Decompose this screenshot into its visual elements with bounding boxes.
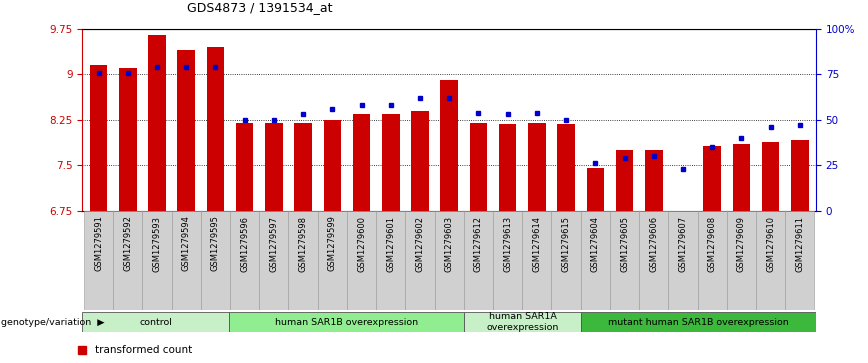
Bar: [493, 211, 523, 310]
Text: GSM1279607: GSM1279607: [679, 216, 687, 272]
Text: GSM1279592: GSM1279592: [123, 216, 132, 272]
Bar: [288, 211, 318, 310]
Text: GSM1279599: GSM1279599: [328, 216, 337, 272]
Text: human SAR1B overexpression: human SAR1B overexpression: [275, 318, 418, 327]
Bar: [207, 47, 224, 211]
Text: GSM1279608: GSM1279608: [707, 216, 717, 272]
Bar: [440, 81, 458, 211]
Bar: [142, 211, 172, 310]
Bar: [727, 211, 756, 310]
Text: GSM1279610: GSM1279610: [766, 216, 775, 272]
Text: GSM1279601: GSM1279601: [386, 216, 395, 272]
Text: GSM1279594: GSM1279594: [181, 216, 191, 272]
Text: GSM1279604: GSM1279604: [591, 216, 600, 272]
Text: GSM1279614: GSM1279614: [532, 216, 542, 272]
Text: GSM1279606: GSM1279606: [649, 216, 658, 272]
Bar: [405, 211, 435, 310]
Text: genotype/variation  ▶: genotype/variation ▶: [1, 318, 104, 327]
Bar: [703, 146, 721, 211]
Bar: [435, 211, 464, 310]
Text: GSM1279613: GSM1279613: [503, 216, 512, 272]
Text: GSM1279603: GSM1279603: [444, 216, 454, 272]
Text: GSM1279612: GSM1279612: [474, 216, 483, 272]
Bar: [668, 211, 698, 310]
Text: mutant human SAR1B overexpression: mutant human SAR1B overexpression: [608, 318, 789, 327]
Text: GSM1279615: GSM1279615: [562, 216, 570, 272]
Text: GSM1279595: GSM1279595: [211, 216, 220, 272]
Bar: [260, 211, 288, 310]
Bar: [581, 211, 610, 310]
Bar: [382, 114, 399, 211]
Bar: [464, 312, 582, 332]
Text: GSM1279605: GSM1279605: [620, 216, 629, 272]
Bar: [352, 114, 371, 211]
Bar: [610, 211, 639, 310]
Bar: [464, 211, 493, 310]
Bar: [113, 211, 142, 310]
Text: GSM1279611: GSM1279611: [795, 216, 805, 272]
Text: GDS4873 / 1391534_at: GDS4873 / 1391534_at: [187, 1, 332, 15]
Bar: [230, 211, 260, 310]
Text: transformed count: transformed count: [95, 345, 193, 355]
Bar: [177, 50, 195, 211]
Bar: [229, 312, 464, 332]
Text: GSM1279602: GSM1279602: [416, 216, 424, 272]
Bar: [265, 123, 283, 211]
Bar: [470, 123, 487, 211]
Bar: [236, 123, 253, 211]
Text: GSM1279591: GSM1279591: [94, 216, 103, 272]
Bar: [645, 150, 662, 211]
Bar: [523, 211, 551, 310]
Bar: [587, 168, 604, 211]
Text: GSM1279609: GSM1279609: [737, 216, 746, 272]
Text: GSM1279597: GSM1279597: [269, 216, 279, 272]
Bar: [84, 211, 113, 310]
Bar: [347, 211, 376, 310]
Bar: [791, 140, 809, 211]
Bar: [551, 211, 581, 310]
Text: GSM1279593: GSM1279593: [153, 216, 161, 272]
Bar: [172, 211, 201, 310]
Bar: [499, 124, 516, 211]
Bar: [89, 65, 108, 211]
Bar: [786, 211, 814, 310]
Bar: [82, 312, 229, 332]
Bar: [411, 111, 429, 211]
Bar: [376, 211, 405, 310]
Text: GSM1279598: GSM1279598: [299, 216, 307, 272]
Bar: [318, 211, 347, 310]
Bar: [762, 142, 779, 211]
Bar: [698, 211, 727, 310]
Text: GSM1279600: GSM1279600: [357, 216, 366, 272]
Bar: [528, 123, 546, 211]
Text: GSM1279596: GSM1279596: [240, 216, 249, 272]
Bar: [148, 35, 166, 211]
Bar: [557, 124, 575, 211]
Bar: [733, 144, 750, 211]
Bar: [294, 123, 312, 211]
Bar: [615, 150, 634, 211]
Text: control: control: [140, 318, 172, 327]
Bar: [756, 211, 786, 310]
Bar: [119, 68, 136, 211]
Bar: [582, 312, 816, 332]
Bar: [639, 211, 668, 310]
Bar: [324, 120, 341, 211]
Text: human SAR1A
overexpression: human SAR1A overexpression: [486, 313, 559, 332]
Bar: [201, 211, 230, 310]
